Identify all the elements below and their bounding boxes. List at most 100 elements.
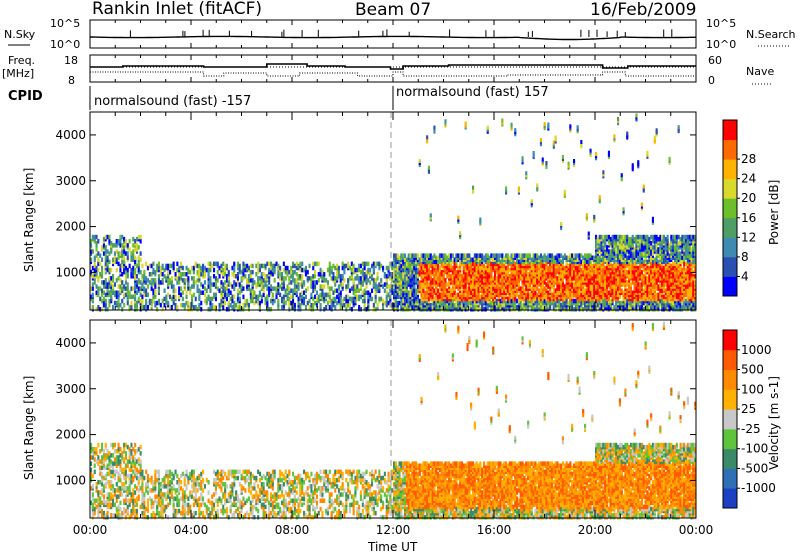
heatmap-cell: [622, 278, 625, 283]
heatmap-cell: [257, 294, 260, 300]
heatmap-cell: [148, 272, 151, 277]
heatmap-cell: [101, 298, 104, 304]
heatmap-cell: [646, 150, 649, 155]
heatmap-cell: [132, 253, 135, 258]
heatmap-cell: [459, 233, 462, 238]
heatmap-cell: [101, 288, 104, 293]
heatmap-cell: [108, 276, 111, 281]
heatmap-cell: [582, 265, 585, 271]
heatmap-cell: [378, 261, 381, 267]
heatmap-cell: [112, 243, 115, 248]
heatmap-cell: [429, 292, 432, 298]
heatmap-cell: [90, 239, 93, 244]
heatmap-cell: [561, 282, 564, 287]
heatmap-cell: [374, 284, 377, 289]
heatmap-cell: [145, 261, 148, 267]
heatmap-cell: [545, 282, 548, 287]
heatmap-cell: [132, 269, 135, 275]
heatmap-cell: [637, 282, 640, 287]
heatmap-cell: [602, 251, 605, 256]
heatmap-cell: [598, 274, 601, 279]
heatmap-cell: [236, 280, 239, 285]
heatmap-cell: [337, 265, 340, 271]
heatmap-cell: [517, 253, 520, 258]
heatmap-cell: [402, 274, 405, 279]
heatmap-cell: [545, 292, 548, 298]
heatmap-cell: [154, 300, 157, 306]
heatmap-cell: [490, 300, 493, 306]
heatmap-cell: [319, 302, 322, 308]
heatmap-cell: [238, 290, 241, 295]
heatmap-cell: [290, 288, 293, 293]
heatmap-cell: [181, 302, 184, 308]
heatmap-cell: [536, 286, 539, 291]
heatmap-cell: [170, 296, 173, 302]
heatmap-cell: [328, 290, 331, 295]
heatmap-cell: [519, 290, 522, 295]
heatmap-cell: [113, 259, 116, 265]
heatmap-cell: [530, 203, 533, 208]
heatmap-cell: [139, 280, 142, 285]
heatmap-cell: [631, 163, 634, 168]
heatmap-cell: [424, 263, 427, 269]
heatmap-cell: [602, 290, 605, 295]
heatmap-cell: [400, 253, 403, 258]
heatmap-cell: [532, 253, 535, 258]
heatmap-cell: [642, 184, 645, 189]
heatmap-cell: [242, 286, 245, 291]
heatmap-cell: [141, 263, 144, 269]
heatmap-cell: [115, 249, 118, 254]
heatmap-cell: [622, 282, 625, 287]
heatmap-cell: [365, 261, 368, 267]
heatmap-cell: [587, 305, 590, 310]
heatmap-cell: [560, 253, 563, 258]
heatmap-cell: [110, 241, 113, 246]
heatmap-cell: [391, 302, 394, 308]
heatmap-cell: [444, 253, 447, 258]
heatmap-cell: [398, 290, 401, 295]
heatmap-cell: [435, 307, 438, 312]
heatmap-cell: [328, 305, 331, 310]
heatmap-cell: [295, 265, 298, 271]
heatmap-cell: [650, 245, 653, 250]
heatmap-cell: [466, 294, 469, 300]
heatmap-cell: [141, 282, 144, 287]
heatmap-cell: [95, 307, 98, 312]
heatmap-cell: [113, 243, 116, 248]
heatmap-cell: [628, 255, 631, 260]
heatmap-cell: [618, 272, 621, 277]
heatmap-cell: [183, 302, 186, 308]
heatmap-cell: [244, 274, 247, 279]
heatmap-cell: [284, 265, 287, 271]
heatmap-cell: [453, 261, 456, 267]
heatmap-cell: [532, 272, 535, 277]
heatmap-cell: [126, 251, 129, 256]
heatmap-cell: [501, 302, 504, 308]
heatmap-cell: [317, 272, 320, 277]
heatmap-cell: [585, 274, 588, 279]
heatmap-cell: [506, 259, 509, 265]
heatmap-cell: [139, 257, 142, 262]
heatmap-cell: [633, 300, 636, 306]
heatmap-cell: [576, 257, 579, 262]
heatmap-cell: [257, 300, 260, 306]
heatmap-cell: [220, 298, 223, 304]
heatmap-cell: [622, 234, 625, 240]
heatmap-cell: [470, 257, 473, 262]
heatmap-cell: [332, 276, 335, 281]
heatmap-cell: [497, 263, 500, 269]
heatmap-cell: [541, 282, 544, 287]
heatmap-cell: [530, 261, 533, 267]
heatmap-cell: [156, 300, 159, 306]
heatmap-cell: [473, 280, 476, 285]
heatmap-cell: [598, 290, 601, 295]
heatmap-cell: [514, 130, 517, 135]
heatmap-cell: [222, 261, 225, 267]
heatmap-cell: [231, 272, 234, 277]
heatmap-cell: [475, 294, 478, 300]
heatmap-cell: [198, 302, 201, 308]
heatmap-cell: [312, 265, 315, 271]
heatmap-cell: [481, 265, 484, 271]
heatmap-cell: [554, 135, 557, 140]
heatmap-cell: [310, 280, 313, 285]
